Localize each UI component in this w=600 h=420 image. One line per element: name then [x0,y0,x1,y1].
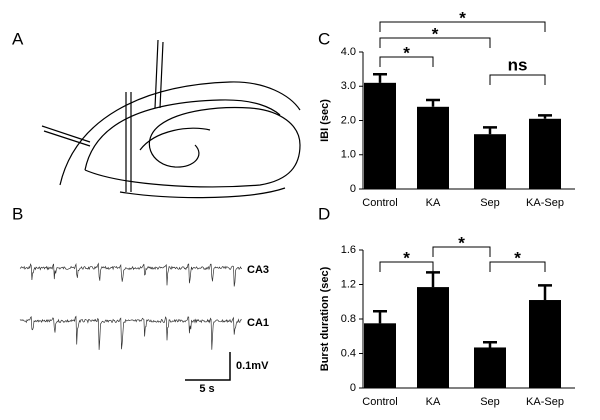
bar [529,118,561,189]
y-tick-label: 3.0 [341,80,356,92]
x-tick-label: Control [362,396,397,408]
panel-label: B [12,204,23,223]
bar [474,134,506,189]
significance-bracket [432,246,491,257]
y-tick-label: 0 [350,382,356,394]
panel-label: A [12,29,24,48]
bar [474,347,506,388]
y-tick-label: 0.4 [341,347,356,359]
significance-label: * [459,8,466,27]
bar [364,82,396,189]
x-tick-label: KA [426,396,441,408]
scale-label: 0.1mV [236,360,269,372]
x-tick-label: Control [362,197,397,209]
x-tick-label: KA [426,197,441,209]
x-tick-label: KA-Sep [526,396,564,408]
error-bar [538,114,552,119]
significance-bracket [489,261,546,272]
x-tick-label: KA-Sep [526,197,564,209]
error-bar [373,309,387,324]
traces [19,262,243,350]
y-tick-label: 1.2 [341,278,356,290]
hippocampus-sketch [41,39,301,199]
bar [417,106,449,189]
significance-label: ns [508,55,528,74]
trace-label: CA3 [247,264,269,276]
trace-label: CA1 [247,317,269,329]
significance-bracket [379,37,491,48]
scale-bar [185,352,231,381]
trace [19,315,243,350]
y-tick-label: 2.0 [341,114,356,126]
error-bar [426,98,440,107]
significance-bracket [379,21,546,32]
x-tick-label: Sep [480,197,500,209]
significance-bracket [489,74,546,85]
significance-label: * [403,248,410,267]
significance-label: * [403,43,410,62]
trace [19,262,242,287]
bar [364,323,396,388]
y-axis-label: IBI (sec) [319,99,331,142]
y-tick-label: 1.0 [341,149,356,161]
significance-label: * [458,233,465,252]
error-bar [426,271,440,288]
scale-label: 5 s [199,383,214,395]
bar [417,287,449,388]
bar [529,300,561,388]
y-tick-label: 0.8 [341,313,356,325]
y-tick-label: 0 [350,183,356,195]
y-tick-label: 4.0 [341,46,356,58]
error-bar [483,341,497,348]
error-bar [373,73,387,83]
x-tick-label: Sep [480,396,500,408]
y-tick-label: 1.6 [341,244,356,256]
significance-bracket [379,56,434,67]
error-bar [483,126,497,135]
error-bar [538,284,552,301]
significance-bracket [379,261,434,272]
significance-label: * [514,248,521,267]
panel-label: C [318,29,330,48]
significance-label: * [432,24,439,43]
panel-label: D [318,204,330,223]
y-axis-label: Burst duration (sec) [319,266,331,371]
